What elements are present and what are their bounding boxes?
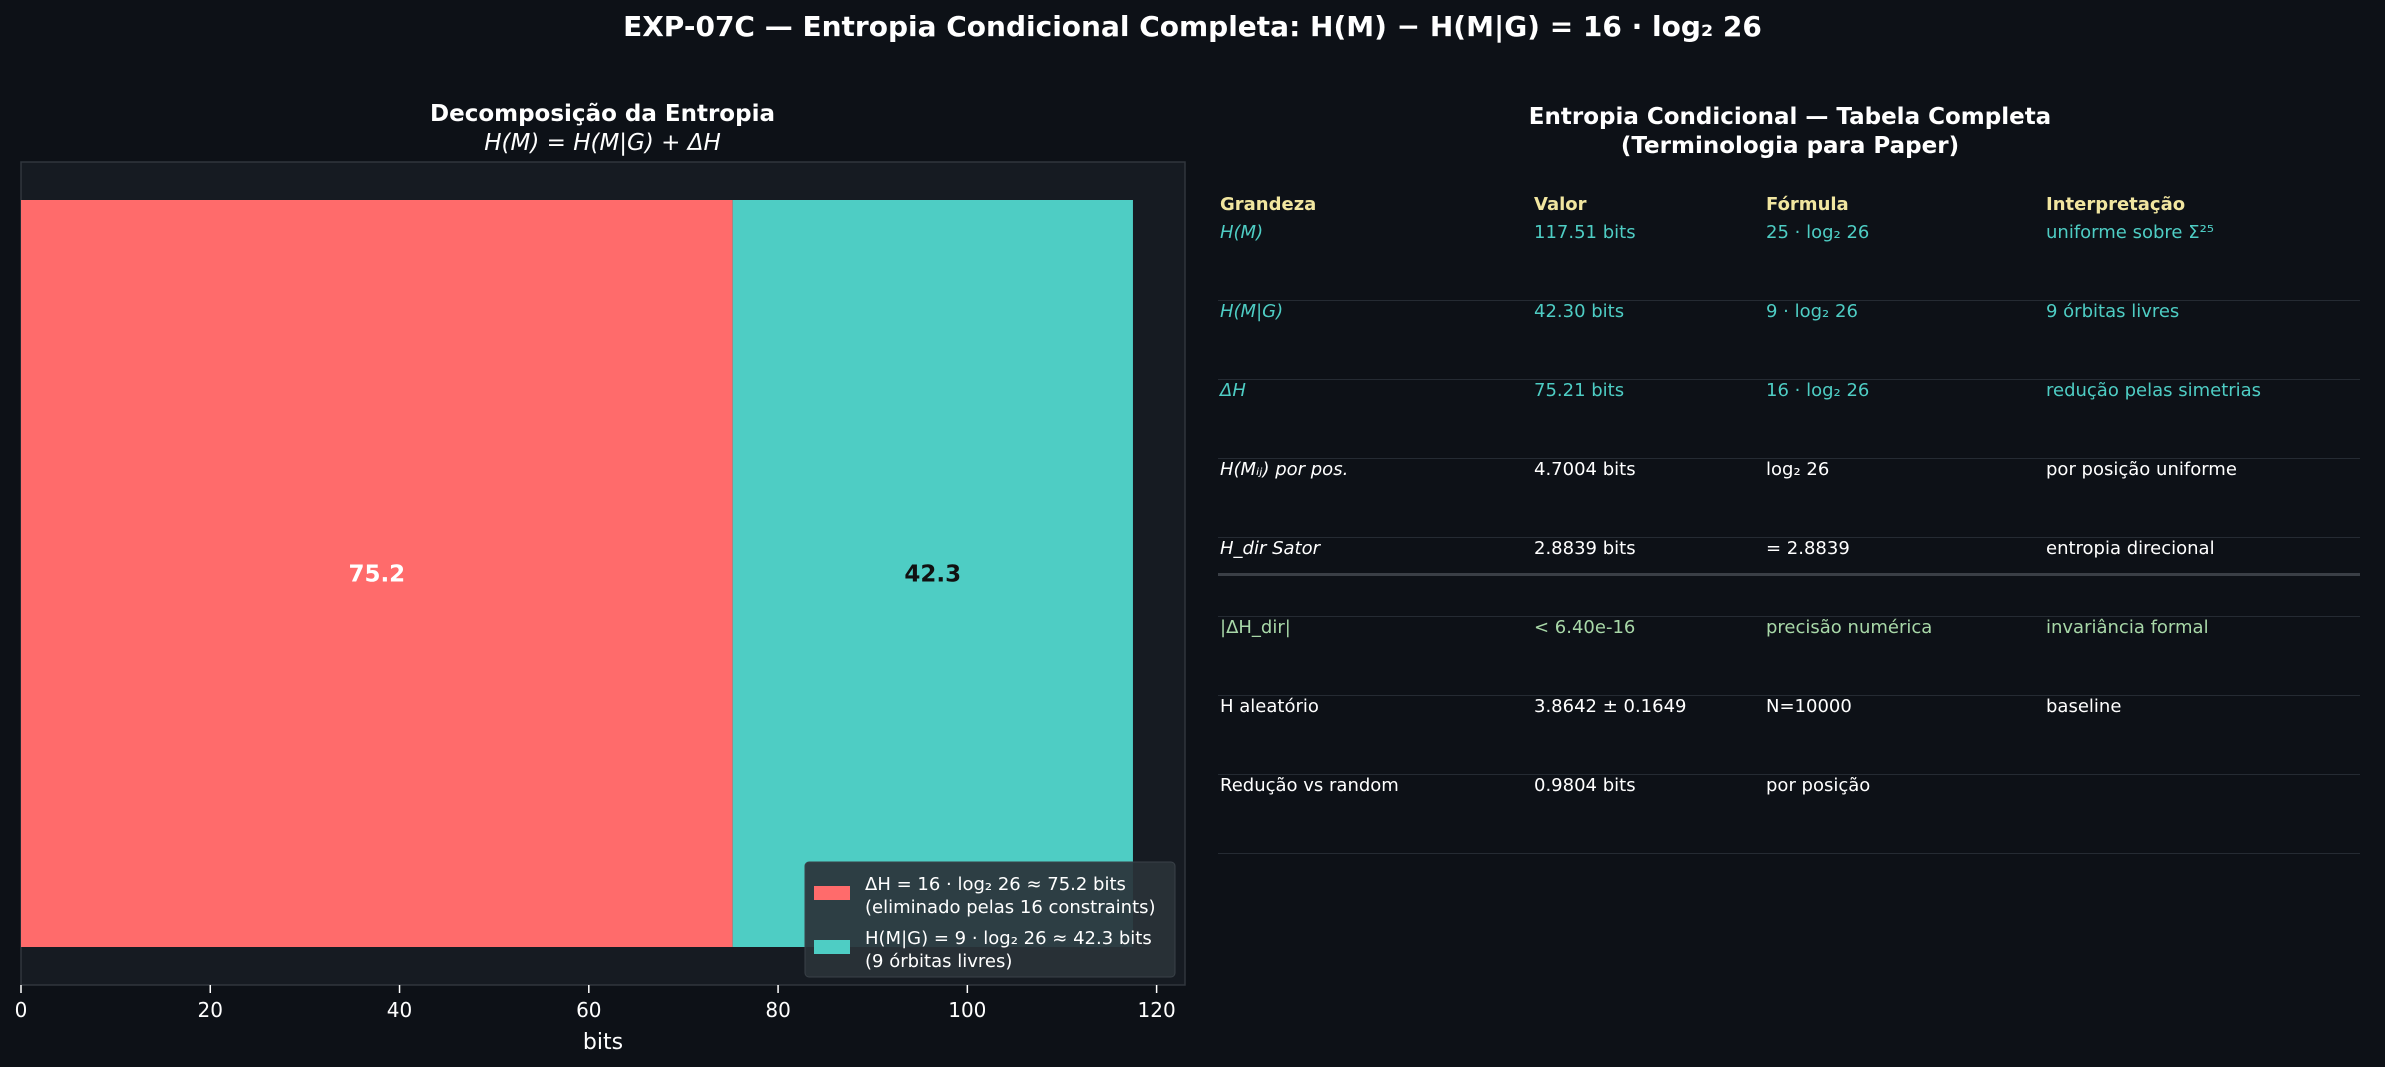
table-row: H_dir Sator 2.8839 bits = 2.8839 entropia d… bbox=[1218, 538, 2360, 617]
table-cell: Redução vs random bbox=[1220, 775, 1399, 796]
table-cell: 117.51 bits bbox=[1534, 222, 1636, 243]
legend-swatch bbox=[814, 940, 850, 954]
chart-subtitle: H(M) = H(M|G) + ΔH bbox=[484, 130, 721, 156]
table-title-line2: (Terminologia para Paper) bbox=[1620, 133, 1960, 159]
header-interpretacao: Interpretação bbox=[2046, 194, 2186, 215]
data-label: 75.2 bbox=[348, 562, 405, 588]
table-cell: H_dir Sator bbox=[1220, 538, 1321, 559]
table-cell: < 6.40e-16 bbox=[1534, 617, 1636, 638]
table-cell: H aleatório bbox=[1220, 696, 1319, 717]
table-cell: entropia direcional bbox=[2046, 538, 2215, 559]
bar-segment bbox=[21, 200, 733, 947]
table-cell: 9 órbitas livres bbox=[2046, 301, 2180, 322]
table-header-row: Grandeza Valor Fórmula Interpretação bbox=[1218, 188, 2360, 222]
table-row: Redução vs random 0.9804 bits por posição bbox=[1218, 775, 2360, 854]
x-tick-label: 0 bbox=[15, 998, 28, 1022]
x-tick-label: 20 bbox=[198, 998, 223, 1022]
legend-box bbox=[804, 861, 1176, 978]
table-cell: 2.8839 bits bbox=[1534, 538, 1636, 559]
table-cell: 42.30 bits bbox=[1534, 301, 1625, 322]
x-tick-label: 120 bbox=[1138, 998, 1176, 1022]
table-cell: 4.7004 bits bbox=[1534, 459, 1636, 480]
table-cell: 0.9804 bits bbox=[1534, 775, 1636, 796]
chart-title-block: Decomposição da Entropia H(M) = H(M|G) +… bbox=[20, 100, 1185, 158]
x-tick-label: 40 bbox=[387, 998, 412, 1022]
header-valor: Valor bbox=[1534, 194, 1587, 215]
entropy-table: Grandeza Valor Fórmula Interpretação H(M… bbox=[1218, 188, 2360, 854]
x-tick-label: 60 bbox=[576, 998, 601, 1022]
table-cell: 25 · log₂ 26 bbox=[1766, 222, 1870, 243]
legend-label: H(M|G) = 9 · log₂ 26 ≈ 42.3 bits bbox=[865, 928, 1152, 949]
table-row: H(Mᵢⱼ) por pos. 4.7004 bits log₂ 26 por pos… bbox=[1218, 459, 2360, 538]
x-tick-label: 80 bbox=[765, 998, 790, 1022]
data-label: 42.3 bbox=[904, 562, 961, 588]
legend-label: ΔH = 16 · log₂ 26 ≈ 75.2 bits bbox=[865, 874, 1126, 895]
table-title: Entropia Condicional — Tabela Completa bbox=[1528, 104, 2052, 130]
table-cell: H(M|G) bbox=[1220, 301, 1284, 322]
table-cell: 16 · log₂ 26 bbox=[1766, 380, 1870, 401]
strike-line bbox=[1218, 573, 2360, 576]
table-body: H(M) 117.51 bits 25 · log₂ 26 uniforme sobr… bbox=[1218, 222, 2360, 854]
table-title-block: Entropia Condicional — Tabela Completa (… bbox=[1215, 103, 2365, 161]
header-grandeza: Grandeza bbox=[1220, 194, 1317, 215]
table-cell: H(Mᵢⱼ) por pos. bbox=[1220, 459, 1349, 480]
table-cell: precisão numérica bbox=[1766, 617, 1933, 638]
table-cell: uniforme sobre Σ²⁵ bbox=[2046, 222, 2215, 243]
bar-segment bbox=[732, 200, 1133, 947]
table-cell: por posição bbox=[1766, 775, 1871, 796]
table-cell: 75.21 bits bbox=[1534, 380, 1625, 401]
table-row: H(M|G) 42.30 bits 9 · log₂ 26 9 órbitas liv… bbox=[1218, 301, 2360, 380]
table-row: ΔH 75.21 bits 16 · log₂ 26 redução pelas si… bbox=[1218, 380, 2360, 459]
table-cell: |ΔH_dir| bbox=[1220, 617, 1291, 638]
legend-label-line2: (eliminado pelas 16 constraints) bbox=[865, 897, 1156, 918]
table-cell: ΔH bbox=[1220, 380, 1246, 401]
x-tick-label: 100 bbox=[948, 998, 986, 1022]
table-cell: = 2.8839 bbox=[1766, 538, 1850, 559]
header-formula: Fórmula bbox=[1766, 194, 1849, 215]
table-cell: N=10000 bbox=[1766, 696, 1852, 717]
table-cell: baseline bbox=[2046, 696, 2122, 717]
table-cell: H(M) bbox=[1220, 222, 1264, 243]
figure-title: EXP-07C — Entropia Condicional Completa:… bbox=[623, 10, 1762, 43]
table-cell: 9 · log₂ 26 bbox=[1766, 301, 1858, 322]
chart-title: Decomposição da Entropia bbox=[430, 101, 775, 127]
table-cell: 3.8642 ± 0.1649 bbox=[1534, 696, 1687, 717]
legend-label-line2: (9 órbitas livres) bbox=[865, 951, 1012, 972]
table-cell: por posição uniforme bbox=[2046, 459, 2237, 480]
table-cell: log₂ 26 bbox=[1766, 459, 1830, 480]
table-cell: invariância formal bbox=[2046, 617, 2209, 638]
legend-swatch bbox=[814, 886, 850, 900]
table-cell: redução pelas simetrias bbox=[2046, 380, 2262, 401]
table-row: |ΔH_dir| < 6.40e-16 precisão numérica invar… bbox=[1218, 617, 2360, 696]
table-row: H(M) 117.51 bits 25 · log₂ 26 uniforme sobr… bbox=[1218, 222, 2360, 301]
x-axis-label: bits bbox=[583, 1030, 623, 1055]
table-row: H aleatório 3.8642 ± 0.1649 N=10000 baselin… bbox=[1218, 696, 2360, 775]
